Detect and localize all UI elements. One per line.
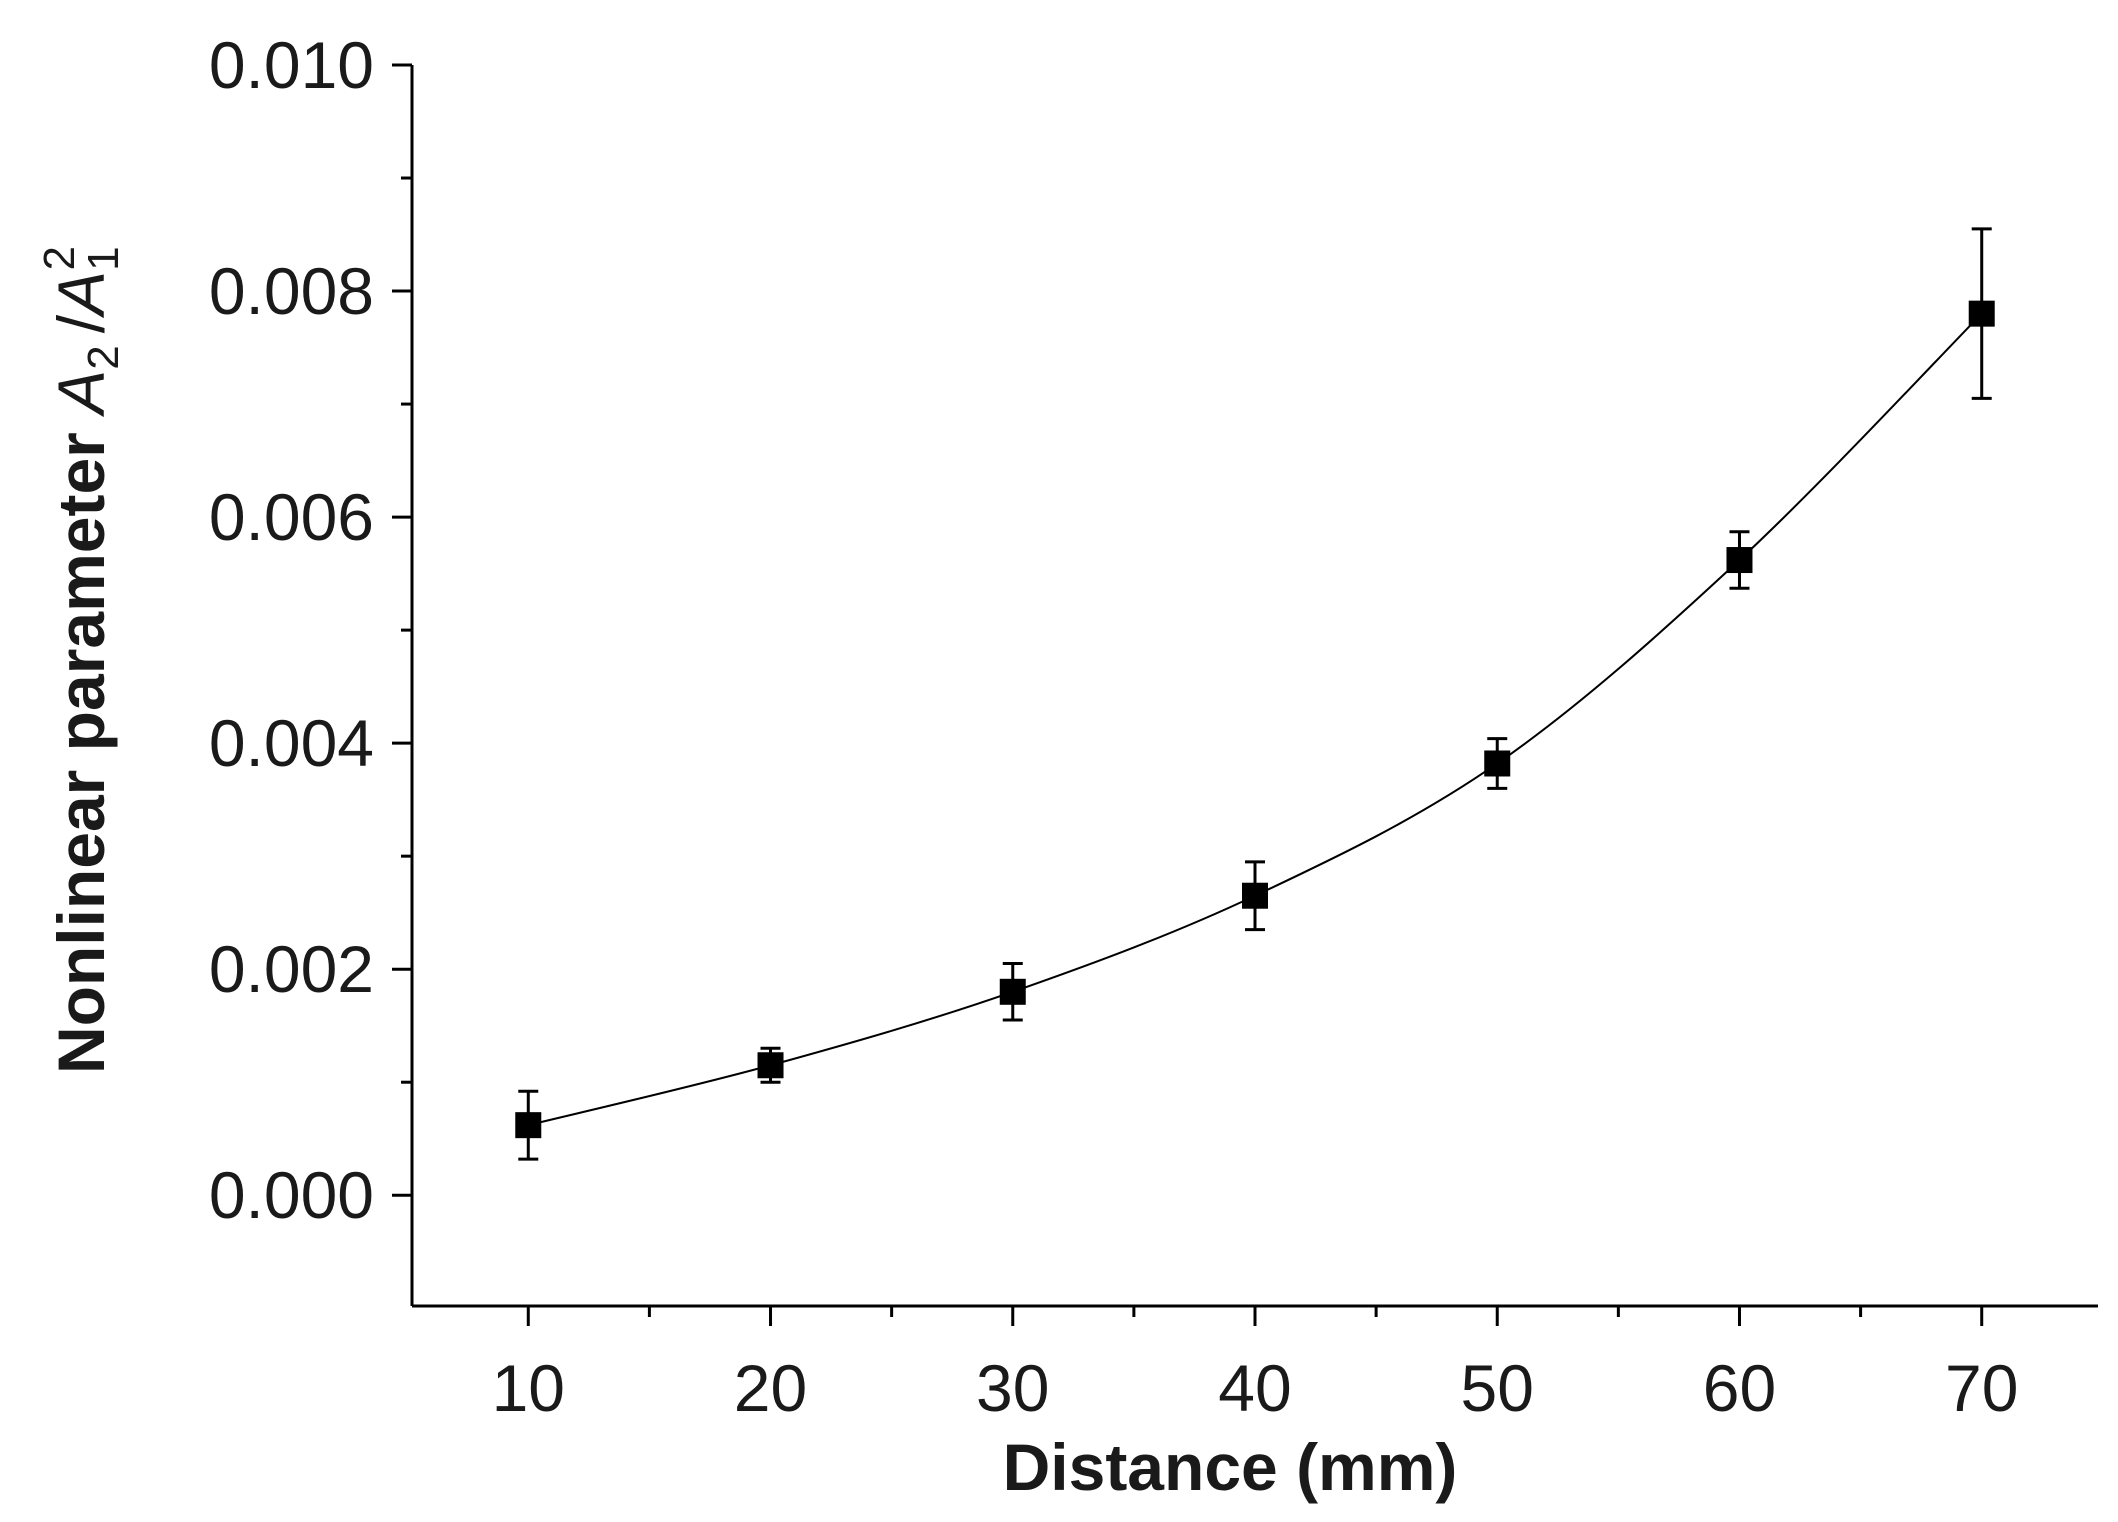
series-line-group <box>528 312 1983 1127</box>
data-point-marker <box>757 1052 784 1079</box>
data-point-marker <box>1484 750 1511 777</box>
y-axis-title-numerator-sub: 2 <box>79 345 128 369</box>
data-point-marker <box>1726 547 1753 574</box>
data-point-marker <box>1968 300 1995 327</box>
y-tick-label: 0.004 <box>209 706 374 780</box>
data-point-marker <box>1242 882 1268 909</box>
data-markers <box>515 300 1995 1139</box>
y-axis-title-numerator: A <box>44 370 118 418</box>
y-tick-label: 0.008 <box>209 254 374 328</box>
y-tick-label: 0.010 <box>209 28 374 102</box>
y-tick-label: 0.002 <box>209 932 374 1006</box>
x-axis-ticks: 10 20 30 40 50 60 70 <box>492 1306 2018 1425</box>
x-tick-label: 60 <box>1703 1351 1776 1425</box>
y-axis-title-denominator-sub: 1 <box>79 246 128 270</box>
x-tick-label: 20 <box>734 1351 807 1425</box>
x-tick-label: 10 <box>492 1351 565 1425</box>
y-axis-title-text: Nonlinear parameter <box>44 414 118 1074</box>
data-point-marker <box>515 1112 542 1139</box>
x-tick-label: 70 <box>1945 1351 2018 1425</box>
series-line <box>528 312 1983 1127</box>
data-point-marker <box>999 978 1026 1005</box>
y-axis-title-denominator: A <box>44 271 118 319</box>
y-tick-label: 0.006 <box>209 480 374 554</box>
error-bars <box>518 227 1992 1161</box>
x-tick-label: 40 <box>1218 1351 1291 1425</box>
axes <box>410 65 2098 1308</box>
x-tick-label: 30 <box>976 1351 1049 1425</box>
y-axis-title-denominator-sup: 2 <box>35 246 84 270</box>
y-axis-ticks: 0.000 0.002 0.004 0.006 0.008 0.010 <box>209 28 412 1232</box>
x-axis-title: Distance (mm) <box>1003 1430 1458 1504</box>
y-axis-title: Nonlinear parameter A2/A12 <box>35 246 128 1074</box>
y-tick-label: 0.000 <box>209 1158 374 1232</box>
y-axis-title-divider: / <box>44 314 118 333</box>
x-tick-label: 50 <box>1461 1351 1534 1425</box>
